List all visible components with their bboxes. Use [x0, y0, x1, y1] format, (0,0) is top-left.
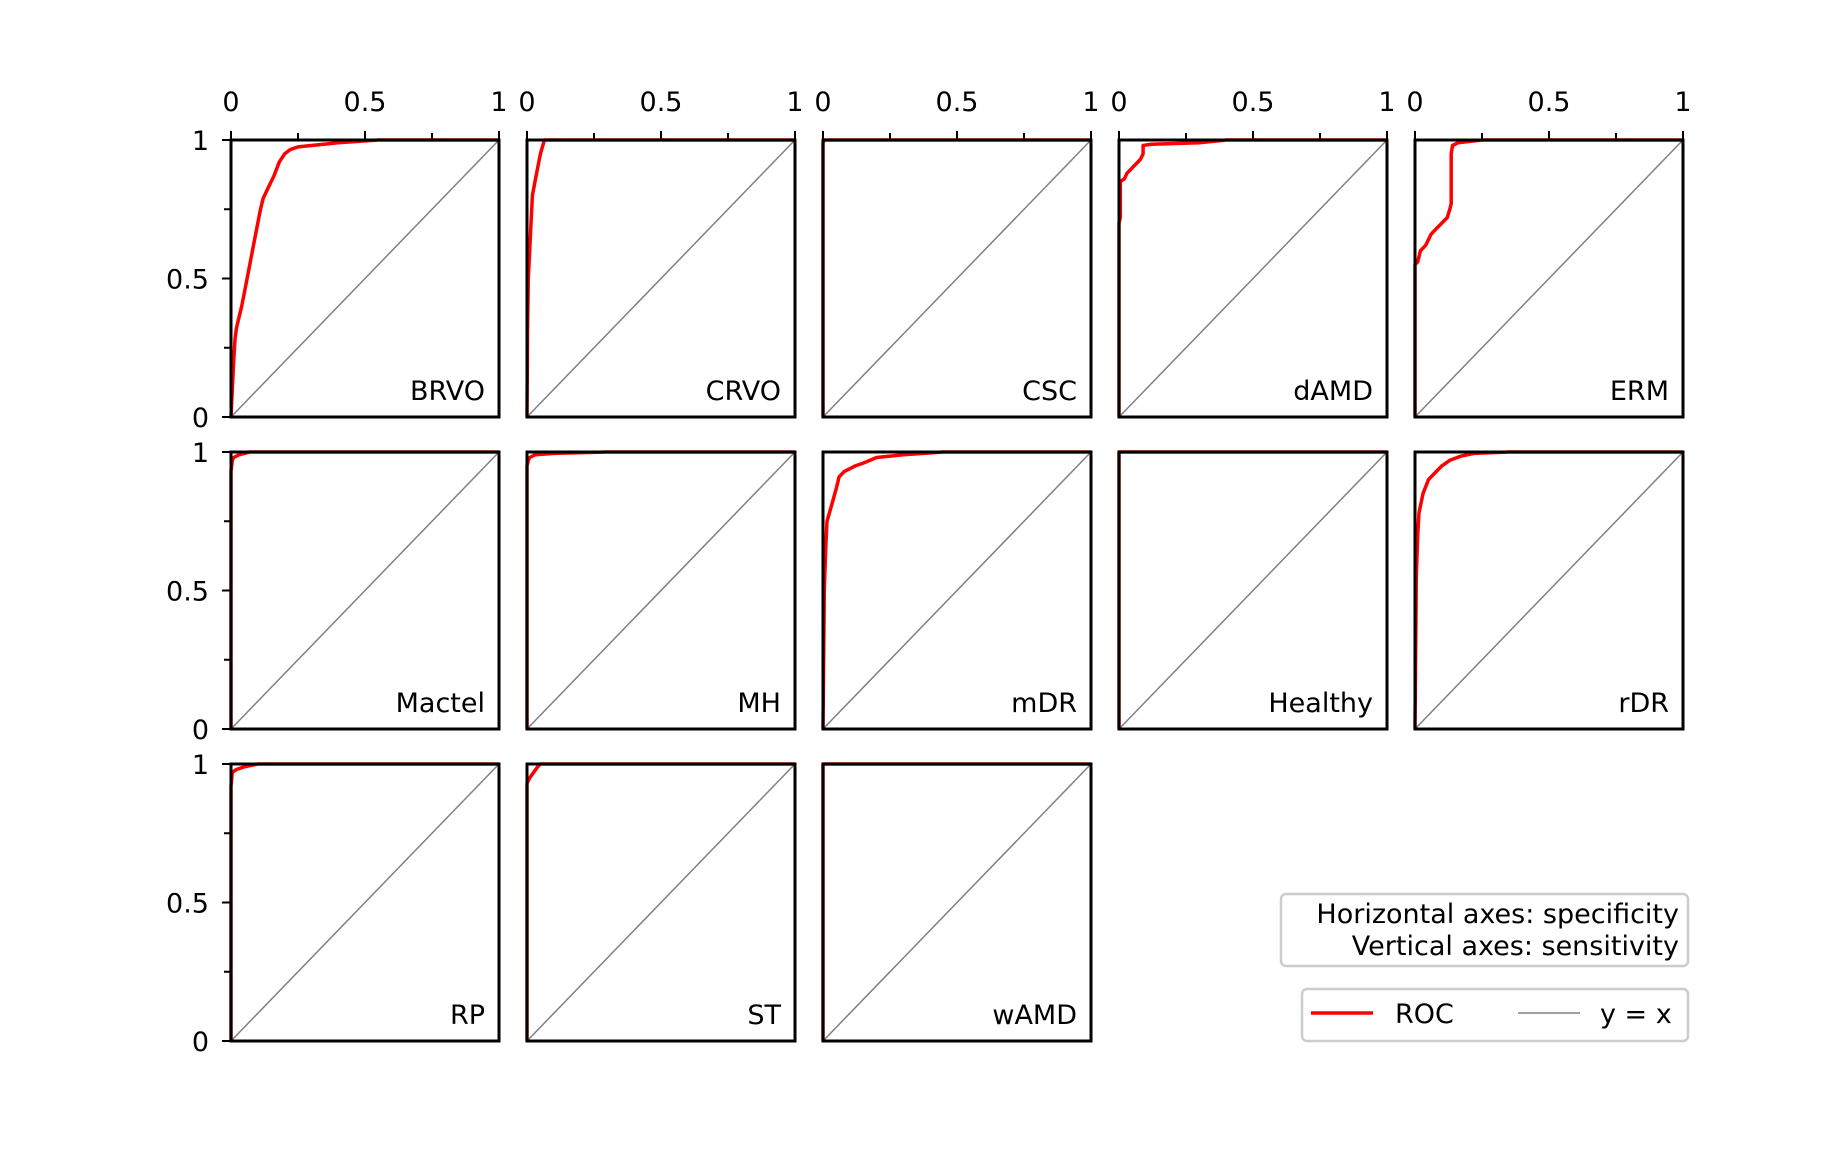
diagonal-line-mactel [230, 451, 500, 730]
x-tick-label-erm: 1 [1674, 87, 1691, 118]
y-tick-label-rp: 1 [192, 750, 209, 781]
x-tick-label-crvo: 0 [518, 87, 535, 118]
legend-roc-label: ROC [1395, 999, 1454, 1030]
x-tick-label-brvo: 0 [222, 87, 239, 118]
diagonal-line-erm [1414, 139, 1684, 418]
legend: ROC y = x [1300, 987, 1690, 1043]
panel-label-damd: dAMD [1293, 376, 1373, 407]
panel-rdr: rDR [1413, 450, 1685, 731]
panel-st: ST [525, 762, 797, 1043]
panel-mh: MH [525, 450, 797, 731]
y-tick-label-mactel: 0 [192, 715, 209, 746]
x-tick-label-csc: 0.5 [936, 87, 979, 118]
axis-note-box: Horizontal axes: specificity Vertical ax… [1279, 892, 1690, 968]
diagonal-line-brvo [230, 139, 500, 418]
x-tick-label-erm: 0 [1406, 87, 1423, 118]
panel-label-healthy: Healthy [1268, 688, 1373, 719]
panel-label-csc: CSC [1022, 376, 1077, 407]
panel-label-mactel: Mactel [396, 688, 485, 719]
panel-frame-mdr [821, 450, 1093, 731]
panel-label-rdr: rDR [1618, 688, 1669, 719]
roc-curve-mdr [821, 450, 1091, 730]
panel-rp: RP 0 0.5 1 [166, 750, 501, 1058]
panel-label-wamd: wAMD [992, 1000, 1077, 1031]
x-tick-label-damd: 0.5 [1232, 87, 1275, 118]
panel-label-st: ST [747, 1000, 781, 1031]
diagonal-line-mdr [822, 451, 1092, 730]
panel-crvo: CRVO 0 0.5 1 [518, 87, 804, 419]
diagonal-line-healthy [1118, 451, 1388, 730]
y-tick-label-brvo: 1 [192, 126, 209, 157]
diagonal-line-st [526, 763, 796, 1042]
panel-wamd: wAMD [821, 762, 1093, 1043]
y-tick-label-brvo: 0.5 [166, 265, 209, 296]
x-tick-label-brvo: 0.5 [344, 87, 387, 118]
legend-diagonal-label: y = x [1600, 999, 1672, 1030]
panel-erm: ERM 0 0.5 1 [1406, 87, 1692, 419]
panel-frame-wamd [821, 762, 1093, 1043]
y-tick-label-rp: 0.5 [166, 889, 209, 920]
x-tick-label-erm: 0.5 [1528, 87, 1571, 118]
y-tick-label-mactel: 0.5 [166, 577, 209, 608]
y-tick-label-mactel: 1 [192, 438, 209, 469]
panel-label-brvo: BRVO [410, 376, 485, 407]
diagonal-line-wamd [822, 763, 1092, 1042]
roc-curve-brvo [229, 138, 499, 418]
diagonal-line-rdr [1414, 451, 1684, 730]
panel-label-mh: MH [737, 688, 781, 719]
legend-frame [1300, 987, 1690, 1043]
panel-damd: dAMD 0 0.5 1 [1110, 87, 1396, 419]
roc-curve-erm [1413, 138, 1683, 417]
panel-label-crvo: CRVO [706, 376, 781, 407]
x-tick-label-crvo: 0.5 [640, 87, 683, 118]
panel-frame-rdr [1413, 450, 1685, 731]
panel-frame-st [525, 762, 797, 1043]
x-tick-label-damd: 0 [1110, 87, 1127, 118]
diagonal-line-damd [1118, 139, 1388, 418]
panel-healthy: Healthy [1117, 450, 1389, 731]
x-tick-label-csc: 0 [814, 87, 831, 118]
x-tick-label-damd: 1 [1378, 87, 1395, 118]
diagonal-line-csc [822, 139, 1092, 418]
axis-note-line-2: Vertical axes: sensitivity [1352, 931, 1679, 962]
y-tick-label-brvo: 0 [192, 403, 209, 434]
panel-label-erm: ERM [1610, 376, 1669, 407]
diagonal-line-crvo [526, 139, 796, 418]
panel-frame-healthy [1117, 450, 1389, 731]
diagonal-line-mh [526, 451, 796, 730]
x-tick-label-crvo: 1 [786, 87, 803, 118]
panel-mactel: Mactel 0 0.5 1 [166, 438, 501, 746]
panel-label-mdr: mDR [1011, 688, 1077, 719]
x-tick-label-brvo: 1 [490, 87, 507, 118]
panel-label-rp: RP [450, 1000, 485, 1031]
panel-csc: CSC 0 0.5 1 [814, 87, 1100, 419]
x-tick-label-csc: 1 [1082, 87, 1099, 118]
axis-note-line-1: Horizontal axes: specificity [1316, 899, 1679, 930]
diagonal-line-rp [230, 763, 500, 1042]
panel-frame-mh [525, 450, 797, 731]
y-tick-label-rp: 0 [192, 1027, 209, 1058]
axis-note-frame [1279, 892, 1690, 968]
panel-mdr: mDR [821, 450, 1093, 731]
